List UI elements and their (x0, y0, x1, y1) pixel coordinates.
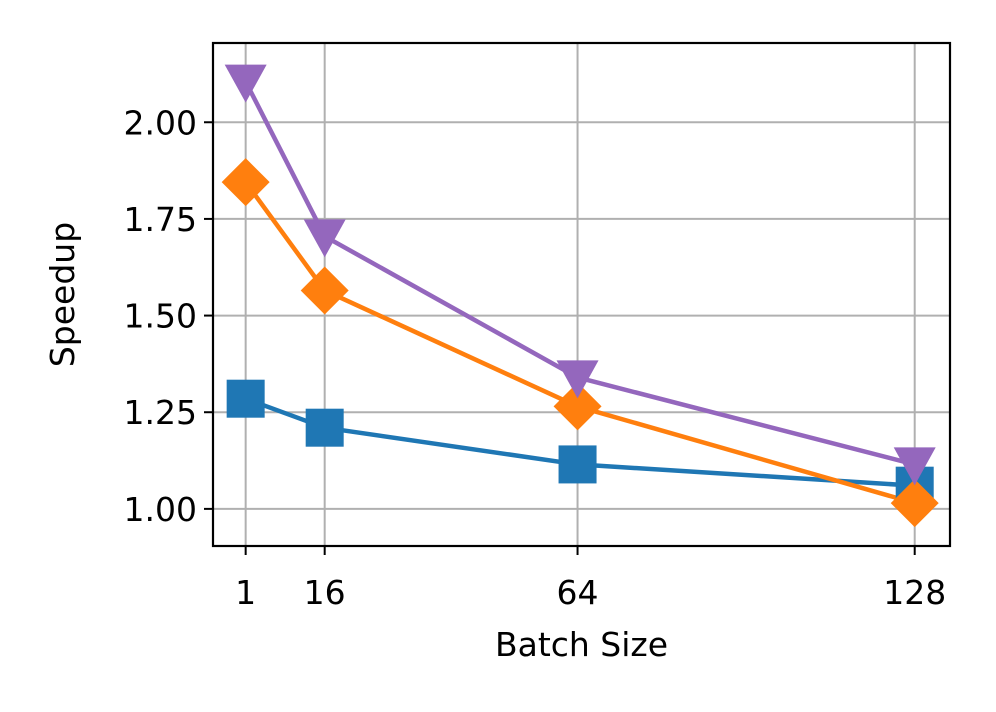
square-marker (305, 408, 344, 447)
diamond-marker (221, 158, 270, 207)
triangle-marker (224, 64, 267, 103)
series-markers (221, 64, 939, 528)
x-tick-label: 128 (883, 573, 946, 612)
triangle-marker (893, 447, 936, 486)
axis-ticks: 1 16 64 128 1.00 1.25 1.50 1.75 2.00 (124, 103, 947, 612)
diamond-marker (890, 479, 939, 528)
x-tick-label: 64 (557, 573, 599, 612)
x-tick-label: 16 (304, 573, 346, 612)
diamond-marker (553, 382, 602, 431)
y-tick-label: 2.00 (124, 103, 197, 142)
series-line-triangle-down (243, 80, 916, 467)
y-tick-label: 1.25 (124, 393, 197, 432)
square-marker (226, 379, 265, 418)
x-axis-label: Batch Size (495, 625, 668, 664)
y-axis-label: Speedup (43, 222, 82, 367)
x-tick-label: 1 (235, 573, 256, 612)
diamond-marker (300, 266, 349, 315)
triangle-marker (556, 360, 599, 399)
plot-frame (211, 41, 952, 548)
series-line-square (244, 396, 915, 488)
y-tick-label: 1.75 (124, 200, 197, 239)
square-marker (558, 445, 597, 484)
y-tick-label: 1.50 (124, 297, 197, 336)
series-lines (243, 80, 916, 506)
triangle-marker (303, 219, 346, 258)
y-tick-label: 1.00 (124, 490, 197, 529)
series-line-diamond (243, 180, 916, 506)
